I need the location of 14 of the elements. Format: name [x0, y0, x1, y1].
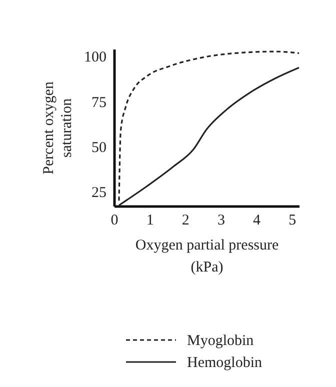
x-tick-label: 5: [288, 212, 296, 228]
legend-label: Hemoglobin: [187, 355, 262, 371]
y-axis-title: Percent oxygen saturation: [41, 81, 75, 174]
x-axis-title: Oxygen partial pressure (kPa): [135, 238, 279, 276]
x-tick-label: 2: [182, 212, 190, 228]
y-tick-label: 75: [92, 94, 106, 111]
y-tick-label: 50: [92, 140, 106, 156]
y-tick-label: 25: [92, 185, 106, 202]
y-tick-label: 100: [84, 50, 106, 66]
x-tick-label: 1: [146, 212, 154, 228]
x-tick-label: 4: [253, 212, 262, 228]
x-tick-label: 3: [217, 212, 225, 228]
x-tick-label: 0: [110, 212, 118, 228]
legend-label: Myoglobin: [187, 333, 254, 349]
